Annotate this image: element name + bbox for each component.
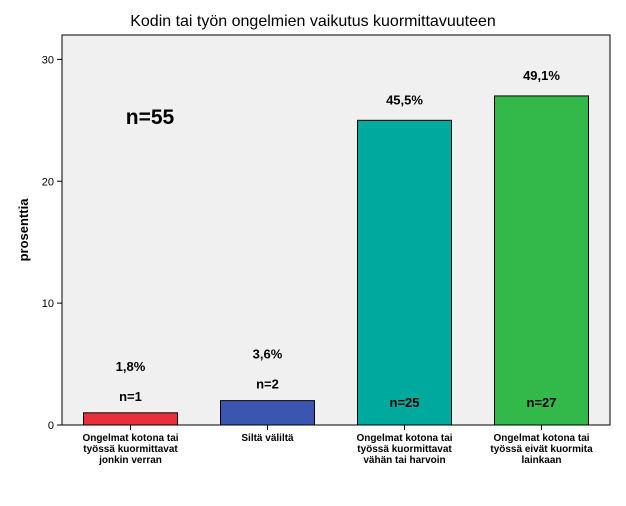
count-label: n=2 [256, 377, 279, 392]
percent-label: 3,6% [253, 347, 283, 362]
bar [494, 95, 589, 426]
x-category-label: vähän tai harvoin [363, 455, 445, 466]
x-category-label: Ongelmat kotona tai [493, 433, 589, 444]
y-axis-label: prosenttia [16, 198, 31, 262]
x-category-label: työssä eivät kuormita [490, 444, 593, 455]
bar [83, 412, 178, 426]
sample-size-annotation: n=55 [126, 106, 175, 129]
x-category-label: lainkaan [521, 455, 561, 466]
x-category-label: työssä kuormittavat [83, 444, 178, 455]
percent-label: 45,5% [386, 92, 423, 107]
y-tick-label: 0 [48, 420, 54, 432]
count-label: n=27 [527, 395, 557, 410]
bar [357, 119, 452, 426]
x-category-label: työssä kuormittavat [357, 444, 452, 455]
y-tick-label: 10 [42, 298, 54, 310]
x-category-label: Ongelmat kotona tai [82, 433, 178, 444]
percent-label: 1,8% [116, 359, 146, 374]
bars-group: 1,8% n=1 3,6% n=2 45,5% n=25 49,1% n=27 [83, 68, 589, 426]
count-label: n=1 [119, 389, 142, 404]
x-category-label: jonkin verran [98, 455, 162, 466]
chart-title: Kodin tai työn ongelmien vaikutus kuormi… [130, 13, 496, 30]
percent-label: 49,1% [523, 68, 560, 83]
x-category-label: Ongelmat kotona tai [356, 433, 452, 444]
y-tick-label: 20 [42, 176, 54, 188]
x-category-label: Siltä väliltä [241, 433, 294, 444]
count-label: n=25 [390, 395, 420, 410]
y-axis-ticks: 0 10 20 30 [42, 54, 62, 432]
y-tick-label: 30 [42, 54, 54, 66]
bar [220, 400, 315, 426]
